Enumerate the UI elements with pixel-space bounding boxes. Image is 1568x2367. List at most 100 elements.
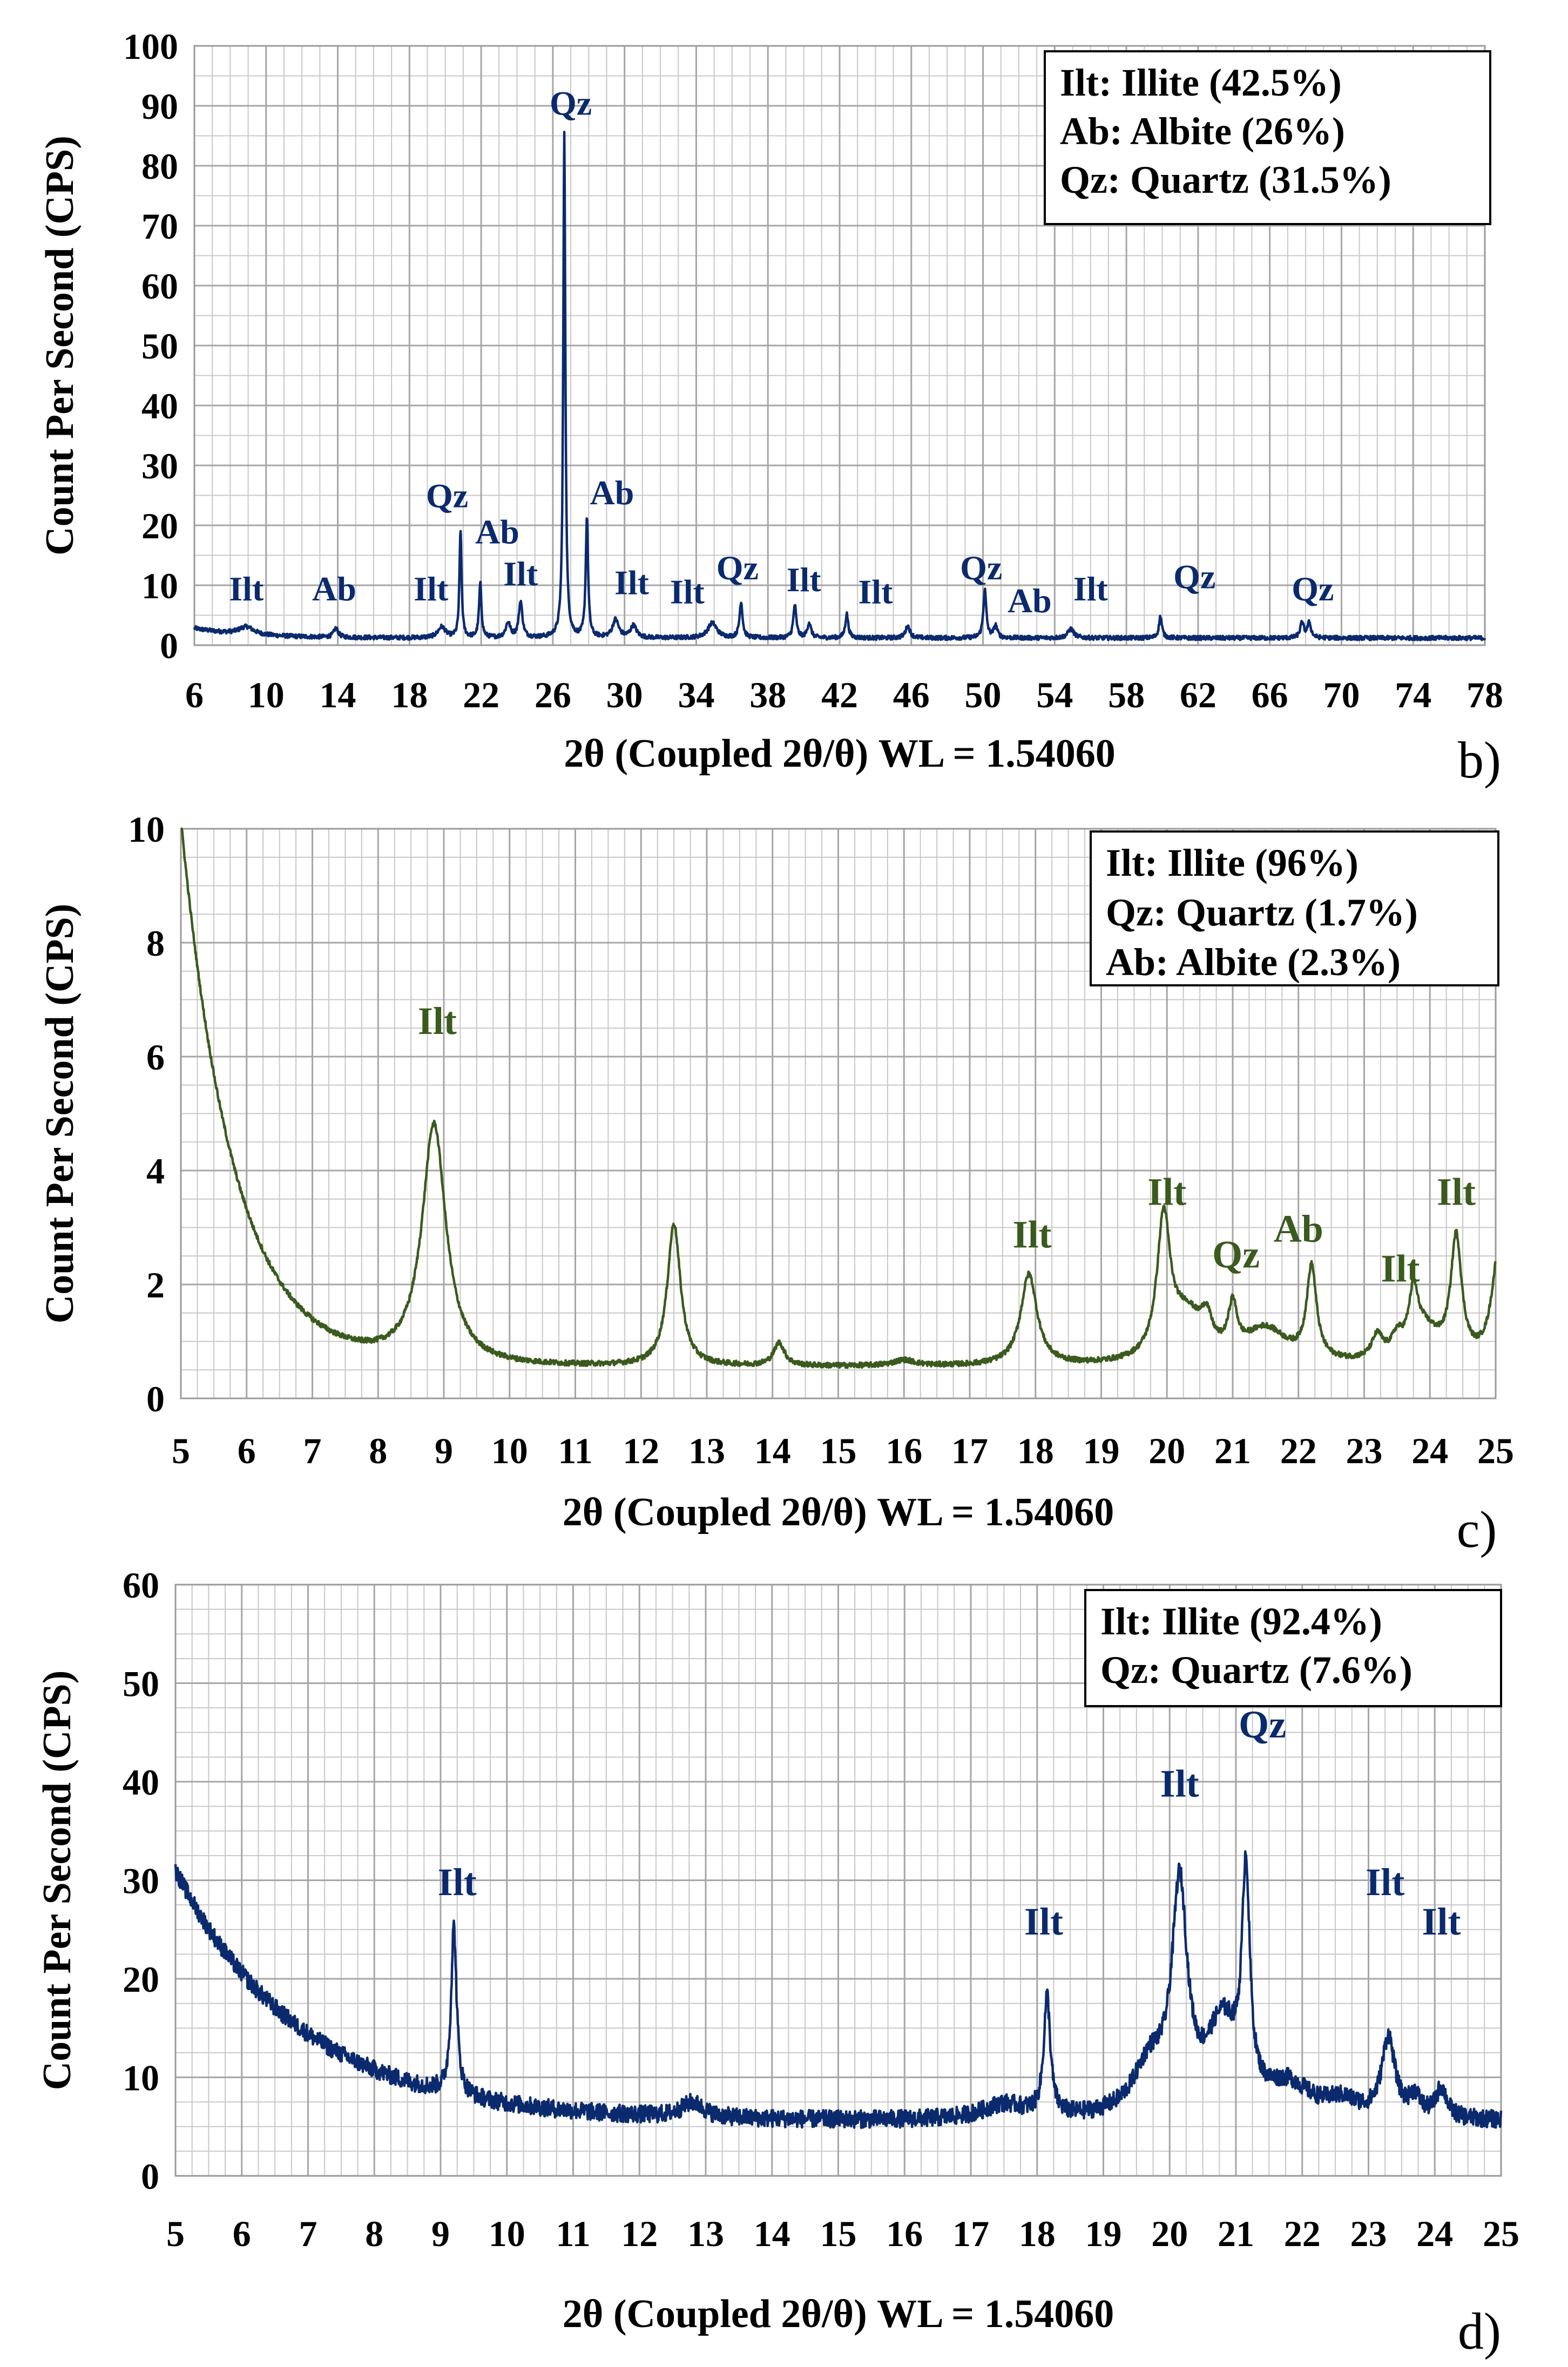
- x-tick-label: 62: [1180, 674, 1216, 715]
- x-tick-label: 50: [965, 674, 1002, 715]
- y-tick-label: 100: [123, 26, 178, 67]
- x-tick-label: 19: [1085, 2213, 1122, 2254]
- x-tick-label: 25: [1483, 2213, 1519, 2254]
- x-tick-label: 54: [1036, 674, 1073, 715]
- x-tick-label: 15: [820, 1430, 857, 1471]
- peak-label: Ilt: [1073, 570, 1109, 608]
- panel-label: d): [1458, 2302, 1501, 2360]
- legend-entry: Ilt: Illite (96%): [1106, 841, 1359, 884]
- y-tick-label: 30: [141, 445, 178, 486]
- y-tick-label: 8: [146, 923, 165, 964]
- y-tick-label: 6: [146, 1037, 165, 1078]
- peak-label: Ilt: [1147, 1170, 1186, 1213]
- peak-label: Ab: [590, 474, 634, 512]
- legend-entry: Ab: Albite (2.3%): [1106, 941, 1401, 984]
- x-tick-label: 8: [369, 1430, 387, 1471]
- x-tick-label: 10: [491, 1430, 528, 1471]
- peak-label: Ab: [1274, 1207, 1323, 1250]
- x-tick-label: 22: [1280, 1430, 1317, 1471]
- peak-label: Ilt: [614, 564, 650, 602]
- panel-label: b): [1458, 731, 1501, 789]
- x-tick-label: 10: [248, 674, 285, 715]
- y-axis-label: Count Per Second (CPS): [38, 904, 82, 1324]
- legend-entry: Qz: Quartz (1.7%): [1106, 891, 1418, 934]
- peak-label: Ilt: [418, 999, 457, 1043]
- chart-panel-d: 5 6 7 8 9 10 11 12 13 14 15 16 17 18 19 20 21 22 23 24 25 0 10…: [35, 1565, 1519, 2360]
- y-tick-label: 4: [146, 1151, 165, 1192]
- peak-label: Qz: [1212, 1233, 1260, 1276]
- x-tick-label: 42: [821, 674, 858, 715]
- x-tick-label: 22: [463, 674, 499, 715]
- x-tick-label: 11: [558, 1430, 592, 1471]
- legend: Ilt: Illite (96%) Qz: Quartz (1.7%) Ab: Al…: [1090, 830, 1499, 986]
- y-tick-label: 10: [123, 2058, 159, 2099]
- x-tick-label: 66: [1252, 674, 1288, 715]
- peak-label: Ilt: [1160, 1762, 1199, 1805]
- x-tick-label: 23: [1346, 1430, 1383, 1471]
- x-tick-label: 26: [535, 674, 571, 715]
- peak-label: Ilt: [787, 560, 822, 599]
- x-tick-label: 14: [754, 2213, 790, 2254]
- peak-label: Ilt: [1437, 1170, 1476, 1213]
- y-tick-label: 50: [123, 1663, 159, 1705]
- y-axis-label: Count Per Second (CPS): [35, 1671, 79, 2091]
- data-series-line: [193, 131, 1486, 641]
- x-tick-label: 24: [1411, 1430, 1448, 1471]
- x-tick-label: 16: [886, 1430, 922, 1471]
- peak-label: Qz: [1292, 570, 1334, 608]
- x-tick-label: 14: [754, 1430, 791, 1471]
- y-tick-label: 10: [128, 809, 165, 850]
- x-tick-label: 58: [1108, 674, 1145, 715]
- peak-label: Qz: [426, 477, 468, 515]
- x-tick-label: 6: [238, 1430, 256, 1471]
- x-tick-label: 10: [489, 2213, 525, 2254]
- x-tick-label: 74: [1395, 674, 1431, 715]
- x-tick-label: 78: [1466, 674, 1503, 715]
- y-tick-label: 20: [141, 505, 178, 546]
- peak-label: Ilt: [229, 570, 264, 608]
- peak-label: Ilt: [1381, 1247, 1420, 1290]
- y-tick-label: 90: [141, 86, 178, 127]
- y-tick-label: 60: [123, 1565, 159, 1606]
- x-tick-label: 24: [1416, 2213, 1453, 2254]
- x-tick-label: 38: [749, 674, 786, 715]
- x-tick-label: 17: [952, 2213, 989, 2254]
- peak-label: Qz: [550, 84, 592, 123]
- x-tick-label: 13: [688, 1430, 725, 1471]
- x-tick-label: 5: [166, 2213, 185, 2254]
- x-tick-label: 7: [299, 2213, 317, 2254]
- legend-entry: Qz: Quartz (31.5%): [1060, 158, 1391, 201]
- peak-label: Ilt: [1422, 1900, 1461, 1943]
- peak-label: Ilt: [438, 1861, 477, 1904]
- peak-label: Ilt: [1024, 1900, 1063, 1943]
- peak-label: Ilt: [858, 572, 893, 611]
- y-tick-label: 0: [146, 1378, 165, 1419]
- x-axis-label: 2θ (Coupled 2θ/θ) WL = 1.54060: [563, 1490, 1114, 1534]
- peak-label: Ilt: [1366, 1861, 1404, 1904]
- y-tick-label: 10: [141, 565, 178, 606]
- x-axis-label: 2θ (Coupled 2θ/θ) WL = 1.54060: [564, 732, 1115, 776]
- y-tick-label: 40: [123, 1762, 159, 1803]
- x-tick-label: 23: [1350, 2213, 1387, 2254]
- x-tick-label: 15: [820, 2213, 857, 2254]
- y-tick-label: 50: [141, 326, 178, 367]
- y-tick-label: 80: [141, 146, 178, 187]
- x-tick-label: 21: [1214, 1430, 1251, 1471]
- legend-entry: Qz: Quartz (7.6%): [1100, 1648, 1412, 1692]
- x-tick-label: 22: [1284, 2213, 1321, 2254]
- legend-box: [1084, 1589, 1502, 1707]
- x-tick-label: 12: [621, 2213, 658, 2254]
- y-tick-label: 30: [123, 1861, 159, 1902]
- x-tick-label: 46: [893, 674, 930, 715]
- legend-box: [1090, 830, 1499, 986]
- data-series-line: [180, 827, 1497, 1369]
- peak-label: Ab: [312, 570, 356, 608]
- chart-panel-b: 6 10 14 18 22 26 30 34 38 42 46 50 54 58 62 66 70 74 78 0 10…: [38, 26, 1503, 789]
- peak-label: Qz: [1173, 558, 1215, 596]
- x-tick-label: 25: [1477, 1430, 1514, 1471]
- x-tick-label: 11: [556, 2213, 590, 2254]
- y-tick-label: 70: [141, 206, 178, 247]
- x-tick-label: 8: [365, 2213, 383, 2254]
- legend-entry: Ilt: Illite (92.4%): [1100, 1600, 1382, 1643]
- panel-label: c): [1457, 1500, 1497, 1558]
